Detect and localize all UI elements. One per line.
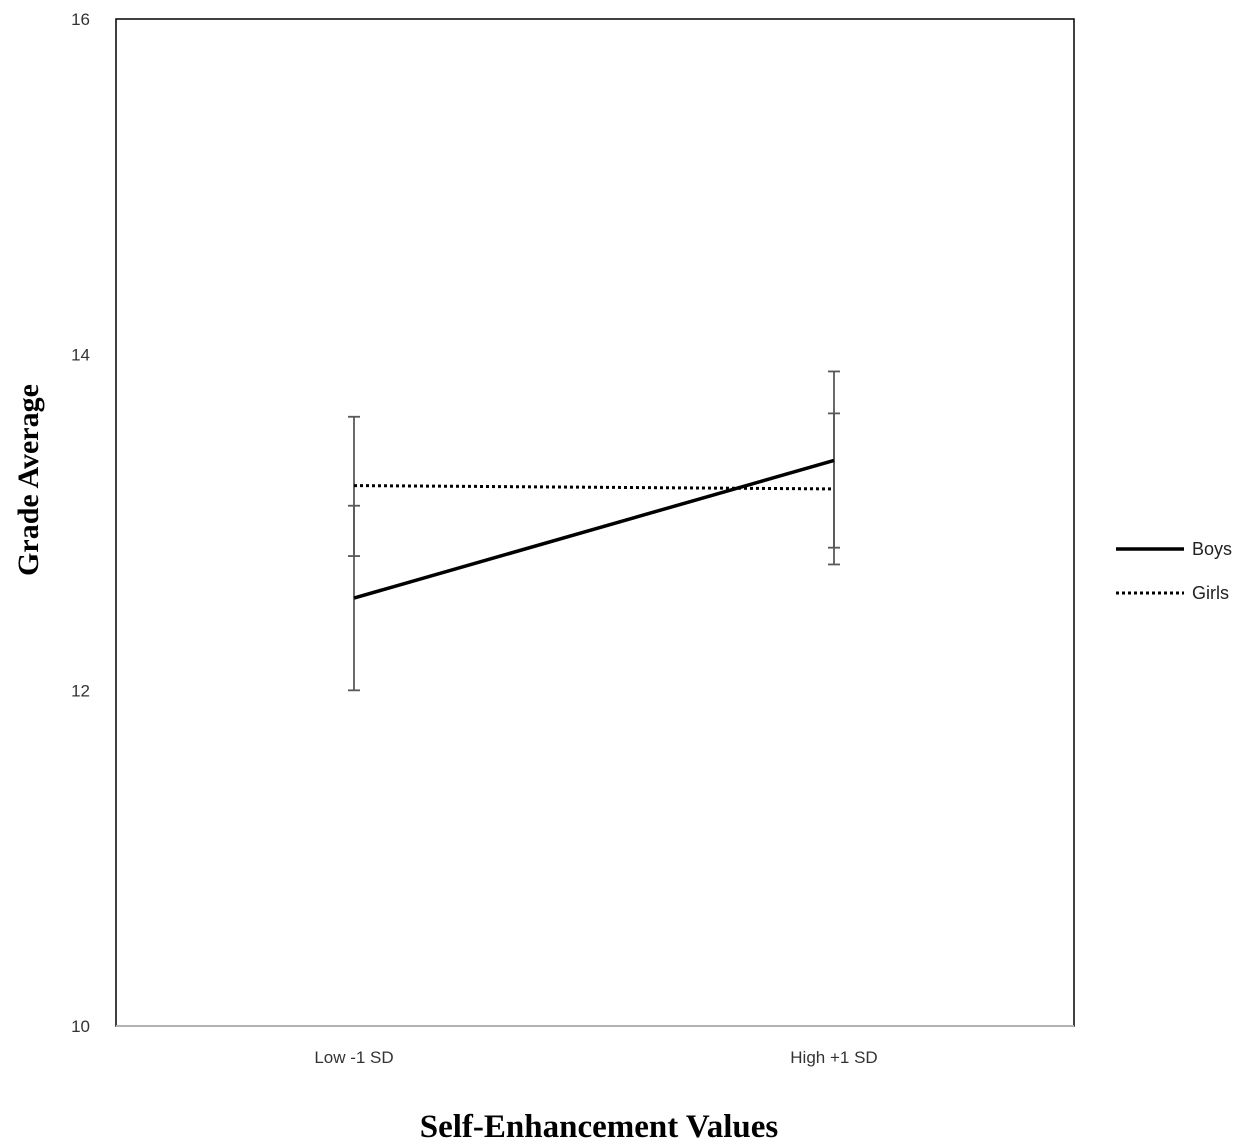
y-tick-label: 16 <box>71 10 90 29</box>
series-lines <box>353 458 835 600</box>
y-tick-label: 12 <box>71 681 90 700</box>
error-bars <box>348 370 840 692</box>
x-axis-ticks: Low -1 SD High +1 SD <box>314 1048 877 1067</box>
legend-label-boys: Boys <box>1192 539 1232 559</box>
y-axis-title: Grade Average <box>12 384 45 576</box>
y-tick-label: 10 <box>71 1017 90 1036</box>
x-tick-label: High +1 SD <box>790 1048 877 1067</box>
y-axis-ticks: 10 12 14 16 <box>71 10 90 1036</box>
y-tick-label: 14 <box>71 346 90 365</box>
legend: Boys Girls <box>1116 539 1232 603</box>
plot-area <box>115 18 1075 1027</box>
series-line-boys <box>353 458 835 600</box>
series-line-girls <box>353 484 835 491</box>
x-axis-title: Self-Enhancement Values <box>420 1109 779 1144</box>
legend-label-girls: Girls <box>1192 583 1229 603</box>
x-tick-label: Low -1 SD <box>314 1048 393 1067</box>
